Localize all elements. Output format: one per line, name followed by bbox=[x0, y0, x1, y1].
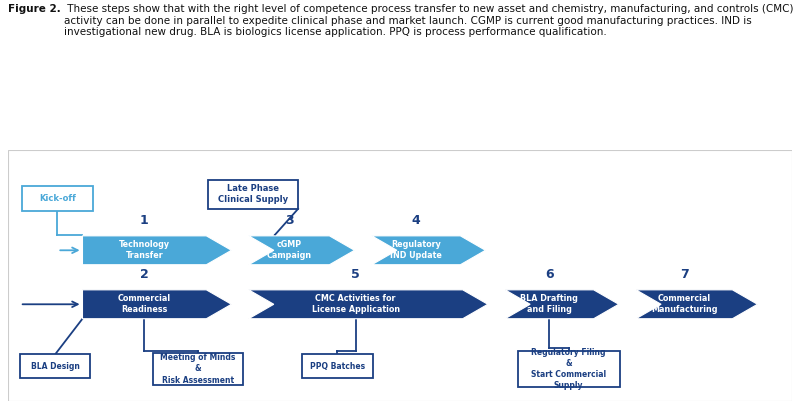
Polygon shape bbox=[249, 290, 488, 319]
FancyBboxPatch shape bbox=[153, 353, 243, 385]
Text: 2: 2 bbox=[140, 268, 149, 281]
Text: Figure 2.: Figure 2. bbox=[8, 4, 61, 14]
Polygon shape bbox=[82, 290, 231, 319]
Text: 4: 4 bbox=[412, 214, 421, 227]
Text: 1: 1 bbox=[140, 214, 149, 227]
Text: Meeting of Minds
&
Risk Assessment: Meeting of Minds & Risk Assessment bbox=[161, 353, 236, 384]
Text: These steps show that with the right level of competence process transfer to new: These steps show that with the right lev… bbox=[65, 4, 794, 37]
Text: 5: 5 bbox=[351, 268, 360, 281]
FancyBboxPatch shape bbox=[208, 180, 298, 209]
Text: 6: 6 bbox=[545, 268, 554, 281]
Polygon shape bbox=[82, 236, 231, 265]
Text: Regulatory
IND Update: Regulatory IND Update bbox=[390, 240, 442, 260]
Text: Commercial
Manufacturing: Commercial Manufacturing bbox=[651, 294, 718, 314]
Polygon shape bbox=[505, 290, 618, 319]
Text: PPQ Batches: PPQ Batches bbox=[310, 362, 365, 371]
FancyBboxPatch shape bbox=[302, 354, 373, 378]
FancyBboxPatch shape bbox=[20, 354, 90, 378]
Text: BLA Design: BLA Design bbox=[30, 362, 79, 371]
Text: Late Phase
Clinical Supply: Late Phase Clinical Supply bbox=[218, 184, 288, 205]
Text: Commercial
Readiness: Commercial Readiness bbox=[118, 294, 171, 314]
Text: cGMP
Campaign: cGMP Campaign bbox=[266, 240, 312, 260]
Polygon shape bbox=[372, 236, 486, 265]
Text: Regulatory Filing
&
Start Commercial
Supply: Regulatory Filing & Start Commercial Sup… bbox=[531, 348, 606, 390]
Polygon shape bbox=[636, 290, 758, 319]
Text: Technology
Transfer: Technology Transfer bbox=[119, 240, 170, 260]
FancyBboxPatch shape bbox=[22, 186, 93, 211]
Text: 7: 7 bbox=[680, 268, 689, 281]
Polygon shape bbox=[249, 236, 354, 265]
Text: 3: 3 bbox=[285, 214, 294, 227]
Text: BLA Drafting
and Filing: BLA Drafting and Filing bbox=[521, 294, 578, 314]
Text: CMC Activities for
License Application: CMC Activities for License Application bbox=[312, 294, 400, 314]
Text: Kick-off: Kick-off bbox=[39, 194, 76, 203]
FancyBboxPatch shape bbox=[518, 351, 619, 387]
